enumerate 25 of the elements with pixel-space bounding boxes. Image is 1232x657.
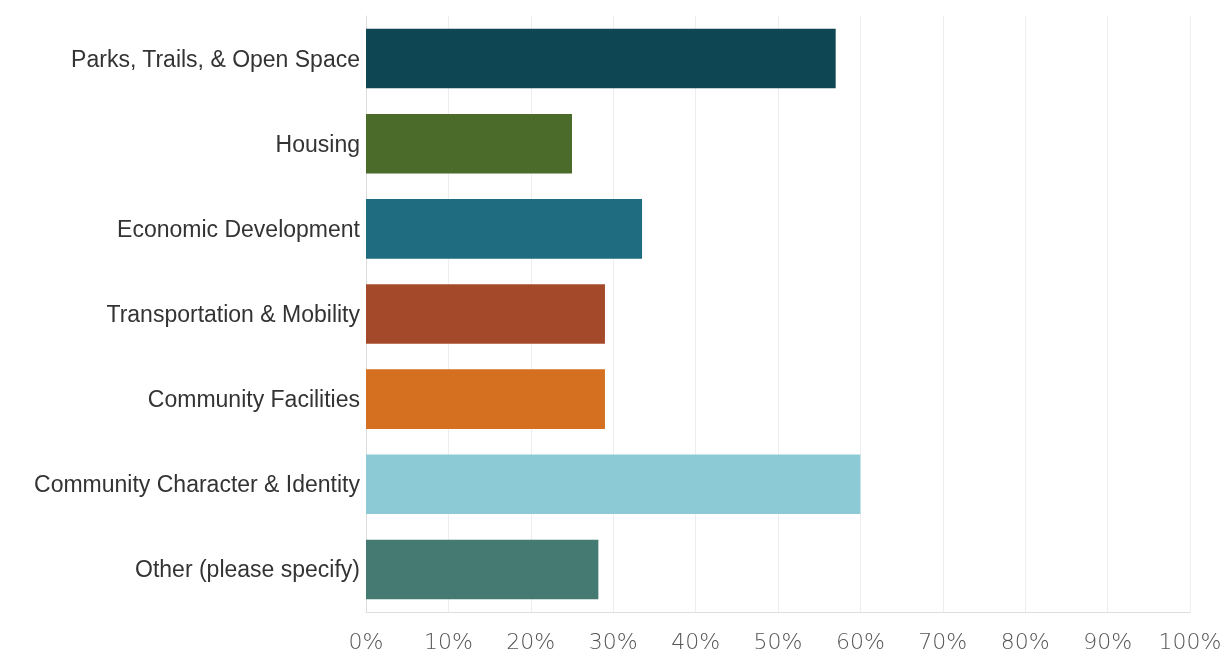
x-tick-label: 40%	[671, 628, 721, 654]
x-tick-label: 50%	[753, 628, 803, 654]
y-tick-label: Parks, Trails, & Open Space	[71, 45, 360, 72]
x-tick-label: 20%	[506, 628, 556, 654]
bar	[366, 113, 572, 174]
x-tick-label: 100%	[1158, 628, 1222, 654]
y-tick-label: Housing	[275, 130, 360, 157]
x-tick-label: 60%	[835, 628, 885, 654]
bar	[366, 454, 861, 515]
x-tick-label: 0%	[348, 628, 384, 654]
x-tick-label: 70%	[918, 628, 968, 654]
y-tick-label: Economic Development	[117, 215, 361, 242]
bar	[366, 539, 599, 600]
x-tick-label: 30%	[588, 628, 638, 654]
x-tick-label: 90%	[1083, 628, 1133, 654]
y-tick-label: Community Character & Identity	[34, 471, 361, 498]
x-tick-label: 10%	[423, 628, 473, 654]
y-tick-label: Community Facilities	[147, 386, 360, 413]
bar	[366, 369, 605, 429]
bar	[366, 199, 643, 259]
bar	[366, 28, 836, 89]
y-tick-label: Transportation & Mobility	[106, 301, 361, 327]
x-tick-label: 80%	[1000, 628, 1050, 654]
y-tick-label: Other (please specify)	[135, 556, 360, 583]
bar	[366, 284, 605, 344]
